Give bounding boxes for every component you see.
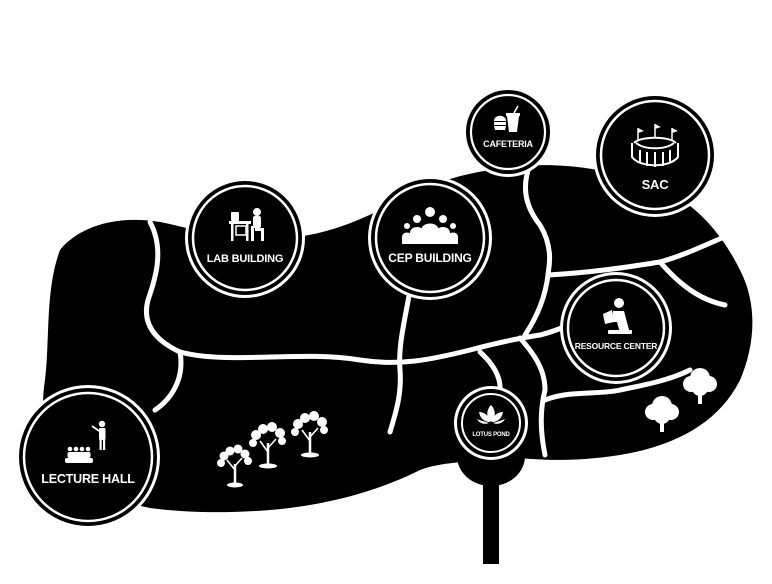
poi-label: CEP BUILDING (388, 251, 471, 265)
path (542, 367, 693, 403)
poi-cafeteria[interactable]: CAFETERIA (463, 87, 553, 177)
poi-cep-building[interactable]: CEP BUILDING (368, 176, 492, 300)
tree-group-left (217, 411, 328, 488)
tree-icon (645, 396, 679, 432)
poi-lotus-pond[interactable]: LOTUS POND (454, 386, 528, 460)
lecture-icon (65, 420, 106, 463)
tree-icon (683, 368, 717, 404)
path (522, 162, 725, 278)
path (522, 272, 551, 338)
path (177, 332, 543, 365)
stadium-icon (631, 124, 679, 167)
path (144, 219, 183, 355)
reading-icon (603, 298, 632, 334)
tree-group-right (645, 368, 717, 432)
poi-lecture-hall[interactable]: LECTURE HALL (16, 385, 160, 529)
group-icon (402, 207, 458, 244)
poi-label: RESOURCE CENTER (575, 341, 658, 351)
poi-label: LECTURE HALL (41, 472, 135, 486)
poi-resource-center[interactable]: RESOURCE CENTER (560, 272, 672, 384)
path (387, 287, 413, 435)
food-icon (494, 105, 520, 132)
poi-label: LAB BUILDING (207, 253, 283, 265)
tree-icon (249, 422, 286, 469)
tree-icon (217, 444, 252, 488)
poi-label: SAC (642, 177, 670, 192)
tree-icon (291, 411, 328, 458)
path (152, 349, 184, 413)
poi-label: CAFETERIA (483, 139, 533, 149)
path (517, 335, 548, 458)
lotus-icon (477, 405, 505, 424)
path (657, 259, 728, 308)
poi-lab-building[interactable]: LAB BUILDING (185, 178, 305, 298)
poi-label: LOTUS POND (472, 432, 510, 438)
lab-icon (229, 208, 264, 241)
poi-sac[interactable]: SAC (593, 93, 717, 217)
